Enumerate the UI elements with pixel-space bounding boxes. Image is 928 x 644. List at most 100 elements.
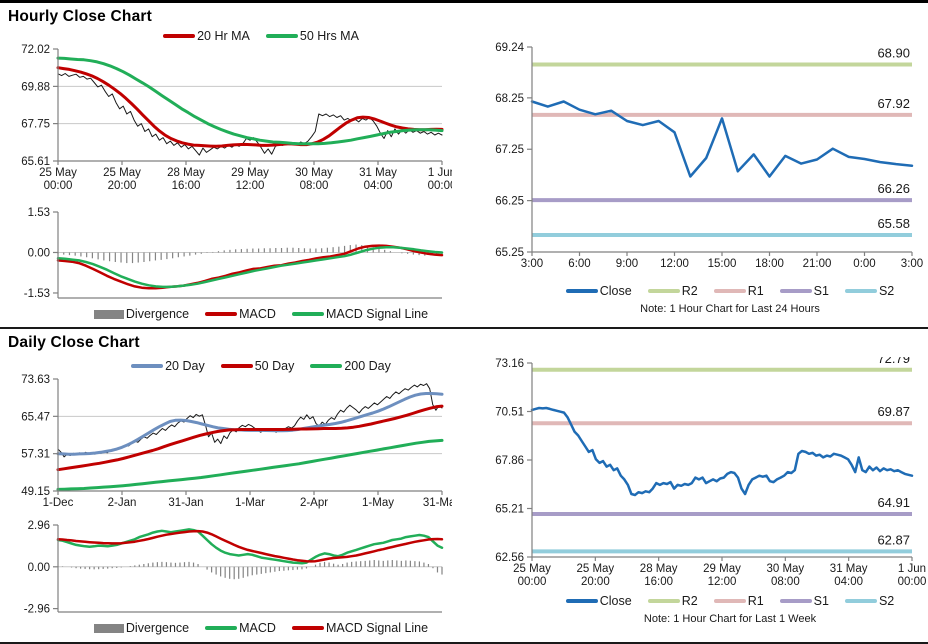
x-tick-label: 25 May (513, 563, 551, 575)
line-swatch-icon (565, 599, 598, 603)
y-tick-label: 67.75 (21, 119, 50, 131)
top-border (0, 0, 928, 3)
legend-item-50-hrs-ma: 50 Hrs MA (265, 29, 359, 43)
legend-item-50-day: 50 Day (220, 359, 295, 373)
line-swatch-icon (265, 34, 298, 38)
x-tick-label: 08:00 (771, 576, 800, 588)
x-tick-label: 1 Jun (898, 563, 926, 575)
line-swatch-icon (647, 289, 680, 293)
legend-label: R2 (681, 284, 698, 298)
hourly-macd-chart: 1.53 0.00 -1.53 (24, 207, 444, 300)
legend-label: Close (599, 594, 632, 608)
legend-label: R2 (681, 594, 698, 608)
x-tick-label: 31 May (830, 563, 868, 575)
series-20-hr-ma (56, 66, 444, 148)
series-20-day (56, 392, 444, 456)
x-tick-label: 1 Jun (428, 167, 452, 179)
line-swatch-icon (565, 289, 598, 293)
y-tick-label: 68.25 (495, 93, 524, 105)
line-swatch-icon (131, 364, 164, 368)
legend-item-r2: R2 (647, 284, 698, 298)
series-50-day (56, 404, 444, 472)
bar-swatch-icon (93, 309, 124, 319)
x-tick-label: 9:00 (616, 258, 638, 270)
x-tick-label: 18:00 (755, 258, 784, 270)
y-tick-label: 69.88 (21, 81, 50, 93)
legend-item-r1: R1 (713, 284, 764, 298)
legend-item-macd: MACD (205, 307, 276, 321)
x-tick-label: 12:00 (708, 576, 737, 588)
legend-item-macd-signal-line: MACD Signal Line (291, 621, 428, 635)
level-label: 65.58 (877, 216, 910, 231)
y-tick-label: 69.24 (495, 42, 524, 54)
legend-label: 50 Day (254, 359, 295, 373)
x-tick-label: 04:00 (364, 180, 393, 192)
line-swatch-icon (647, 599, 680, 603)
line-swatch-icon (205, 312, 238, 316)
x-tick-label: 12:00 (660, 258, 689, 270)
y-tick-label: 67.25 (495, 144, 524, 156)
y-tick-label: 67.86 (495, 455, 524, 467)
y-tick-label: 49.15 (21, 486, 50, 498)
x-tick-label: 3:00 (521, 258, 543, 270)
legend-item-macd-signal-line: MACD Signal Line (291, 307, 429, 321)
x-tick-label: 2-Apr (300, 497, 328, 509)
hourly-section: Hourly Close Chart 20 Hr MA 50 Hrs MA 72.… (0, 3, 928, 322)
x-tick-label: 25 May (576, 563, 614, 575)
legend-item-20-day: 20 Day (131, 359, 205, 373)
legend-label: MACD Signal Line (325, 307, 429, 321)
x-tick-label: 1-May (362, 497, 394, 509)
legend-label: S2 (878, 594, 895, 608)
legend-item-s1: S1 (779, 284, 829, 298)
y-tick-label: 57.31 (21, 449, 50, 461)
line-swatch-icon (844, 289, 877, 293)
legend-label: S2 (878, 284, 895, 298)
line-swatch-icon (163, 34, 196, 38)
legend-label: Divergence (125, 621, 190, 635)
x-tick-label: 30 May (295, 167, 333, 179)
legend-label: Divergence (125, 307, 190, 321)
section-divider (0, 327, 928, 329)
bar-swatch-icon (93, 623, 124, 633)
legend-item-20-hr-ma: 20 Hr MA (163, 29, 250, 43)
x-tick-label: 28 May (640, 563, 678, 575)
legend-item-s2: S2 (844, 284, 895, 298)
legend-item-close: Close (565, 594, 632, 608)
x-tick-label: 25 May (103, 167, 141, 179)
level-label: 62.87 (877, 532, 910, 547)
daily-right-panel: 72.79 69.87 64.91 62.87 73.16 70.51 67.86 65.21… (464, 329, 928, 636)
x-tick-label: 16:00 (172, 180, 201, 192)
line-swatch-icon (779, 599, 812, 603)
daily-support-resistance-chart: 72.79 69.87 64.91 62.87 73.16 70.51 67.86 65.21… (495, 357, 926, 588)
legend-item-s1: S1 (779, 594, 829, 608)
series-close (57, 73, 443, 156)
hourly-price-legend: 20 Hr MA 50 Hrs MA (6, 28, 464, 44)
series-macd (56, 244, 444, 290)
y-tick-label: -1.53 (24, 288, 50, 300)
x-tick-label: 28 May (167, 167, 205, 179)
legend-item-s2: S2 (844, 594, 895, 608)
x-tick-label: 21:00 (803, 258, 832, 270)
daily-note: Note: 1 Hour Chart for Last 1 Week (643, 613, 817, 625)
level-label: 64.91 (877, 495, 910, 510)
line-swatch-icon (844, 599, 877, 603)
x-tick-label: 29 May (231, 167, 269, 179)
series-macd-signal-line (56, 245, 444, 289)
level-label: 66.26 (877, 181, 910, 196)
y-tick-label: 1.53 (28, 207, 50, 219)
x-tick-label: 1-Dec (43, 497, 74, 509)
y-tick-label: 65.61 (21, 156, 50, 168)
x-tick-label: 20:00 (108, 180, 137, 192)
legend-item-close: Close (565, 284, 632, 298)
y-tick-label: 65.47 (21, 411, 50, 423)
x-tick-label: 25 May (39, 167, 77, 179)
legend-label: R1 (747, 594, 764, 608)
x-tick-label: 30 May (766, 563, 804, 575)
line-swatch-icon (205, 626, 238, 630)
legend-item-divergence: Divergence (93, 621, 190, 635)
legend-label: MACD (239, 307, 276, 321)
x-tick-label: 2-Jan (108, 497, 137, 509)
x-tick-label: 20:00 (581, 576, 610, 588)
daily-price-chart: 73.63 65.47 57.31 49.151-Dec 2-Jan 31-Jan 1-Ma… (21, 374, 452, 509)
